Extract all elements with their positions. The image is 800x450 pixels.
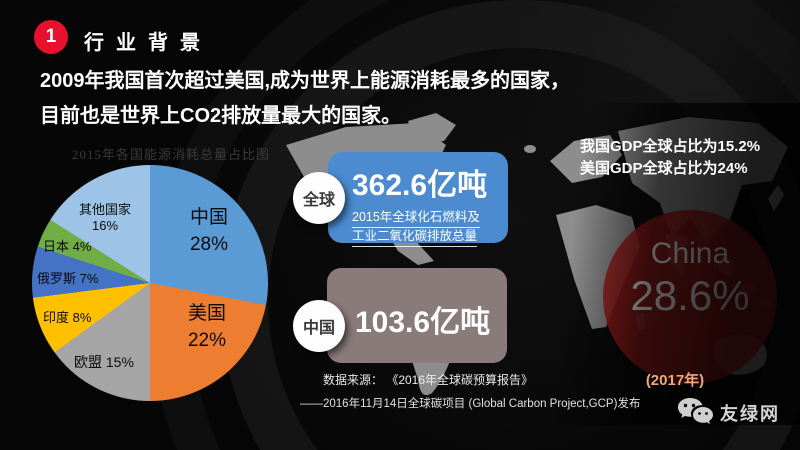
data-source-line-1: 数据来源： 《2016年全球碳预算报告》 — [323, 373, 534, 387]
china-share-value: 28.6% — [630, 272, 750, 319]
pie-label-others: 其他国家 16% — [78, 202, 131, 233]
intro-line-1: 2009年我国首次超过美国,成为世界上能源消耗最多的国家， — [40, 70, 571, 92]
china-share-circle: China 28.6% — [603, 210, 777, 384]
pie-label-usa: 美国 22% — [187, 303, 227, 351]
china-emissions-value: 103.6亿吨 — [355, 306, 491, 339]
china-share-year: (2017年) — [645, 372, 705, 389]
china-badge: 中国 — [293, 300, 345, 352]
china-share-country: China — [650, 237, 730, 270]
page-title: 行业背景 — [84, 32, 212, 54]
data-source-line-2: ——2016年11月14日全球碳项目 (Global Carbon Projec… — [300, 398, 641, 410]
caption-line-1: 2015年全球化石燃料及 — [352, 209, 480, 228]
wechat-icon — [678, 398, 713, 424]
pie-chart-title: 2015年各国能源消耗总量占比图 — [72, 147, 271, 162]
energy-consumption-pie-chart — [32, 165, 268, 401]
pie-label-china: 中国 28% — [189, 207, 229, 255]
gdp-notes: 我国GDP全球占比为15.2% 美国GDP全球占比为24% — [580, 136, 760, 180]
pie-label-eu: 欧盟 15% — [74, 354, 134, 370]
pie-label-japan: 日本 4% — [43, 239, 92, 254]
global-emissions-value: 362.6亿吨 — [352, 169, 488, 202]
global-emissions-caption: 2015年全球化石燃料及 工业二氧化碳排放总量 — [352, 209, 480, 247]
caption-line-2: 工业二氧化碳排放总量 — [352, 228, 478, 247]
site-logo-text: 友绿网 — [720, 404, 780, 424]
gdp-line-2: 美国GDP全球占比为24% — [580, 160, 748, 177]
pie-label-russia: 俄罗斯 7% — [37, 271, 99, 286]
pie-label-india: 印度 8% — [43, 310, 92, 325]
gdp-line-1: 我国GDP全球占比为15.2% — [580, 138, 761, 155]
intro-line-2: 目前也是世界上CO2排放量最大的国家。 — [40, 105, 402, 127]
intro-text: 2009年我国首次超过美国,成为世界上能源消耗最多的国家， 目前也是世界上CO2… — [40, 64, 570, 134]
global-badge: 全球 — [293, 172, 345, 224]
section-number-badge: 1 — [34, 20, 68, 54]
site-logo: 友绿网 — [676, 396, 780, 430]
